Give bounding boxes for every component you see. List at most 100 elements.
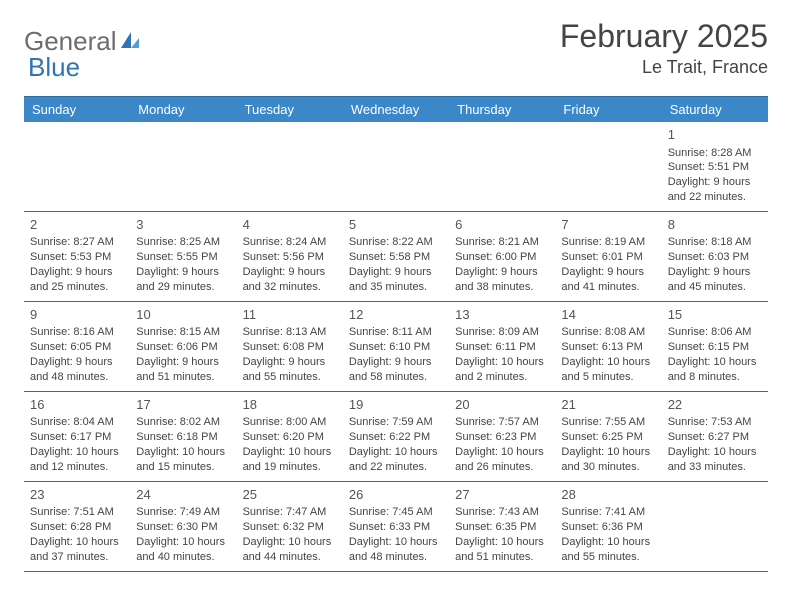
weekday-header: Thursday (449, 97, 555, 122)
daylight-line: Daylight: 9 hours (668, 175, 762, 190)
daylight-line: Daylight: 9 hours (349, 355, 443, 370)
daylight-line: and 33 minutes. (668, 460, 762, 475)
weekday-header: Tuesday (237, 97, 343, 122)
day-number: 13 (455, 306, 549, 324)
daylight-line: and 30 minutes. (561, 460, 655, 475)
sunrise-line: Sunrise: 8:21 AM (455, 235, 549, 250)
title-location: Le Trait, France (560, 57, 768, 78)
day-cell: 8Sunrise: 8:18 AMSunset: 6:03 PMDaylight… (662, 212, 768, 301)
day-number: 24 (136, 486, 230, 504)
sunset-line: Sunset: 6:11 PM (455, 340, 549, 355)
daylight-line: and 26 minutes. (455, 460, 549, 475)
daylight-line: Daylight: 10 hours (455, 535, 549, 550)
sunset-line: Sunset: 5:51 PM (668, 160, 762, 175)
daylight-line: and 44 minutes. (243, 550, 337, 565)
day-cell (24, 122, 130, 211)
day-number: 6 (455, 216, 549, 234)
sunrise-line: Sunrise: 8:15 AM (136, 325, 230, 340)
sunset-line: Sunset: 6:30 PM (136, 520, 230, 535)
day-cell: 23Sunrise: 7:51 AMSunset: 6:28 PMDayligh… (24, 482, 130, 571)
week-row: 1Sunrise: 8:28 AMSunset: 5:51 PMDaylight… (24, 122, 768, 212)
sunrise-line: Sunrise: 7:59 AM (349, 415, 443, 430)
day-cell (555, 122, 661, 211)
daylight-line: and 48 minutes. (349, 550, 443, 565)
daylight-line: and 38 minutes. (455, 280, 549, 295)
weeks-container: 1Sunrise: 8:28 AMSunset: 5:51 PMDaylight… (24, 122, 768, 572)
sunrise-line: Sunrise: 8:24 AM (243, 235, 337, 250)
week-row: 16Sunrise: 8:04 AMSunset: 6:17 PM Dayligh… (24, 392, 768, 482)
weekday-header: Monday (130, 97, 236, 122)
day-cell: 13Sunrise: 8:09 AMSunset: 6:11 PMDayligh… (449, 302, 555, 391)
daylight-line: Daylight: 10 hours (349, 445, 443, 460)
day-cell: 15Sunrise: 8:06 AMSunset: 6:15 PMDayligh… (662, 302, 768, 391)
daylight-line: and 29 minutes. (136, 280, 230, 295)
daylight-line: and 55 minutes. (561, 550, 655, 565)
day-number: 14 (561, 306, 655, 324)
daylight-line: Daylight: 10 hours (349, 535, 443, 550)
day-cell: 26Sunrise: 7:45 AMSunset: 6:33 PMDayligh… (343, 482, 449, 571)
sunrise-line: Sunrise: 7:53 AM (668, 415, 762, 430)
sunrise-line: Sunrise: 8:28 AM (668, 146, 762, 161)
day-cell: 14Sunrise: 8:08 AMSunset: 6:13 PMDayligh… (555, 302, 661, 391)
sunrise-line: Sunrise: 7:49 AM (136, 505, 230, 520)
sunrise-line: Sunrise: 7:43 AM (455, 505, 549, 520)
daylight-line: Daylight: 9 hours (243, 265, 337, 280)
sunset-line: Sunset: 6:22 PM (349, 430, 443, 445)
sunrise-line: Sunrise: 7:45 AM (349, 505, 443, 520)
sunset-line: Sunset: 6:10 PM (349, 340, 443, 355)
daylight-line: Daylight: 10 hours (243, 445, 337, 460)
daylight-line: and 55 minutes. (243, 370, 337, 385)
daylight-line: and 58 minutes. (349, 370, 443, 385)
day-number: 23 (30, 486, 124, 504)
weekday-header: Saturday (662, 97, 768, 122)
title-block: February 2025 Le Trait, France (560, 18, 768, 78)
day-cell: 4Sunrise: 8:24 AMSunset: 5:56 PMDaylight… (237, 212, 343, 301)
daylight-line: and 51 minutes. (136, 370, 230, 385)
day-cell (237, 122, 343, 211)
day-cell: 17Sunrise: 8:02 AMSunset: 6:18 PMDayligh… (130, 392, 236, 481)
day-number: 3 (136, 216, 230, 234)
day-number: 16 (30, 396, 124, 414)
day-number: 19 (349, 396, 443, 414)
day-cell (343, 122, 449, 211)
daylight-line: and 37 minutes. (30, 550, 124, 565)
sunset-line: Sunset: 6:17 PM (30, 430, 124, 445)
sunrise-line: Sunrise: 7:41 AM (561, 505, 655, 520)
sunset-line: Sunset: 5:55 PM (136, 250, 230, 265)
daylight-line: Daylight: 10 hours (561, 445, 655, 460)
sunrise-line: Sunrise: 8:00 AM (243, 415, 337, 430)
daylight-line: Daylight: 10 hours (136, 445, 230, 460)
week-row: 2Sunrise: 8:27 AMSunset: 5:53 PMDaylight… (24, 212, 768, 302)
daylight-line: and 35 minutes. (349, 280, 443, 295)
day-number: 22 (668, 396, 762, 414)
day-number: 15 (668, 306, 762, 324)
daylight-line: Daylight: 10 hours (561, 355, 655, 370)
sunrise-line: Sunrise: 8:19 AM (561, 235, 655, 250)
sunset-line: Sunset: 5:58 PM (349, 250, 443, 265)
day-number: 11 (243, 306, 337, 324)
sunrise-line: Sunrise: 8:04 AM (30, 415, 124, 430)
sunrise-line: Sunrise: 7:47 AM (243, 505, 337, 520)
header-row: General February 2025 Le Trait, France (24, 18, 768, 78)
sunset-line: Sunset: 6:20 PM (243, 430, 337, 445)
day-cell: 22Sunrise: 7:53 AMSunset: 6:27 PMDayligh… (662, 392, 768, 481)
day-cell: 3Sunrise: 8:25 AMSunset: 5:55 PMDaylight… (130, 212, 236, 301)
day-number: 5 (349, 216, 443, 234)
daylight-line: Daylight: 9 hours (668, 265, 762, 280)
day-cell: 28Sunrise: 7:41 AMSunset: 6:36 PMDayligh… (555, 482, 661, 571)
weekday-header-row: Sunday Monday Tuesday Wednesday Thursday… (24, 97, 768, 122)
daylight-line: Daylight: 9 hours (30, 355, 124, 370)
sunset-line: Sunset: 6:36 PM (561, 520, 655, 535)
daylight-line: Daylight: 9 hours (243, 355, 337, 370)
sunset-line: Sunset: 6:03 PM (668, 250, 762, 265)
day-number: 8 (668, 216, 762, 234)
sunrise-line: Sunrise: 8:16 AM (30, 325, 124, 340)
day-number: 28 (561, 486, 655, 504)
day-cell: 24Sunrise: 7:49 AMSunset: 6:30 PMDayligh… (130, 482, 236, 571)
daylight-line: and 15 minutes. (136, 460, 230, 475)
sunset-line: Sunset: 6:05 PM (30, 340, 124, 355)
sunrise-line: Sunrise: 7:57 AM (455, 415, 549, 430)
sunset-line: Sunset: 6:23 PM (455, 430, 549, 445)
daylight-line: and 5 minutes. (561, 370, 655, 385)
daylight-line: Daylight: 10 hours (243, 535, 337, 550)
